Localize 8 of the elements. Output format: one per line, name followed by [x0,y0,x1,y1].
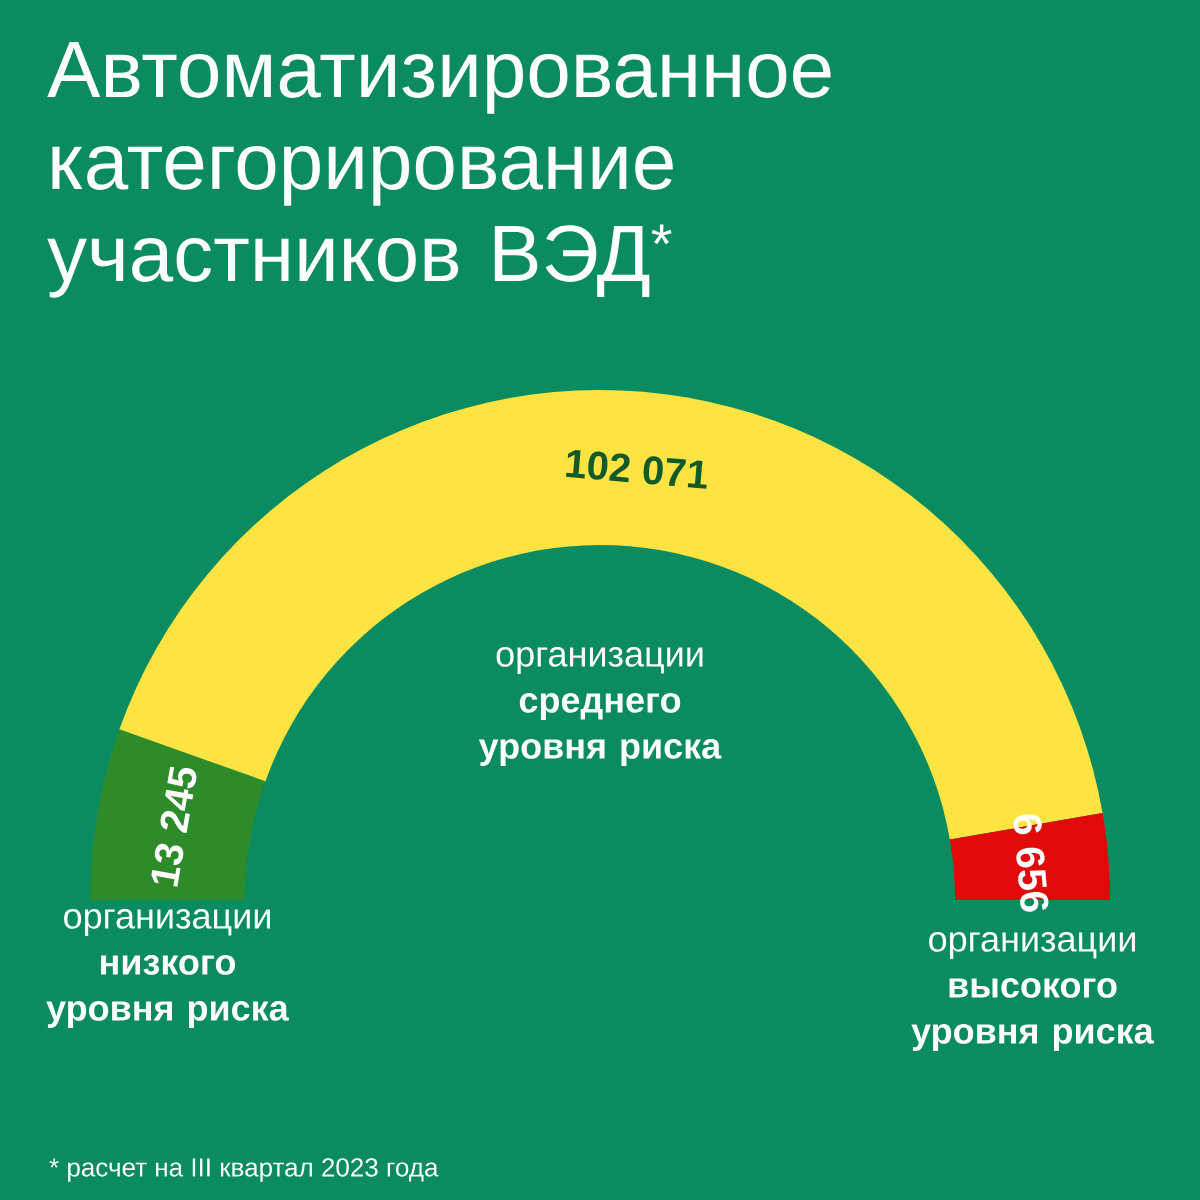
slice-label: организации среднего уровня риска [478,647,722,766]
text: * расчет на III квартал 2023 года [49,1158,439,1182]
data-label: 13 245 [151,766,197,887]
data-label: 6 656 [1013,814,1049,912]
chart-title: Автоматизированное категорирование участников ВЭД$^{*}$ [47,42,831,298]
slice-label: организации низкого уровня риска [46,909,289,1028]
data-label: 102 071 [565,450,707,489]
slice-label: организации высокого уровня риска [911,932,1154,1051]
